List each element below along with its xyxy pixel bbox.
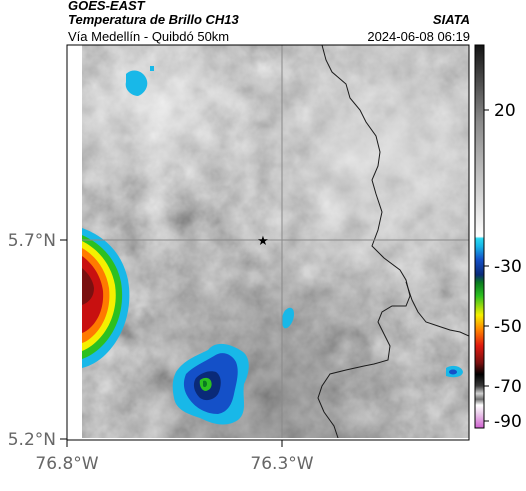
map-frame	[66, 44, 470, 441]
cold-cloud-north-dot	[150, 66, 154, 71]
colorbar-label-20: 20	[494, 101, 516, 121]
colorbar-ramp	[474, 44, 485, 429]
department-border	[317, 45, 411, 438]
brightness-field	[82, 45, 469, 438]
colorbar-label-minus30: -30	[494, 257, 522, 277]
lat-label-5.2: 5.2°N	[8, 430, 56, 450]
cold-cloud-east-core	[449, 369, 457, 375]
star-marker: ★	[257, 234, 269, 249]
region-label: Vía Medellín - Quibdó 50km	[68, 29, 230, 44]
colorbar-label-minus70: -70	[494, 377, 522, 397]
cold-cloud-north	[125, 70, 148, 96]
product-title: Temperatura de Brillo CH13	[68, 12, 239, 27]
cold-cloud-center	[281, 307, 294, 329]
lon-label-76.8: 76.8°W	[35, 454, 98, 474]
colorbar-label-minus90: -90	[494, 412, 522, 432]
timestamp-label: 2024-06-08 06:19	[367, 29, 470, 44]
convection-cell-south	[172, 343, 249, 425]
colorbar-label-minus50: -50	[494, 317, 522, 337]
lat-label-5.7: 5.7°N	[8, 231, 56, 251]
satellite-title: GOES-EAST	[68, 0, 145, 13]
colorbar: 20 -30 -50 -70 -90	[474, 44, 522, 432]
department-border-east	[405, 281, 469, 337]
lon-label-76.3: 76.3°W	[250, 454, 313, 474]
organization-label: SIATA	[432, 12, 470, 27]
convection-cell-west	[82, 228, 130, 368]
